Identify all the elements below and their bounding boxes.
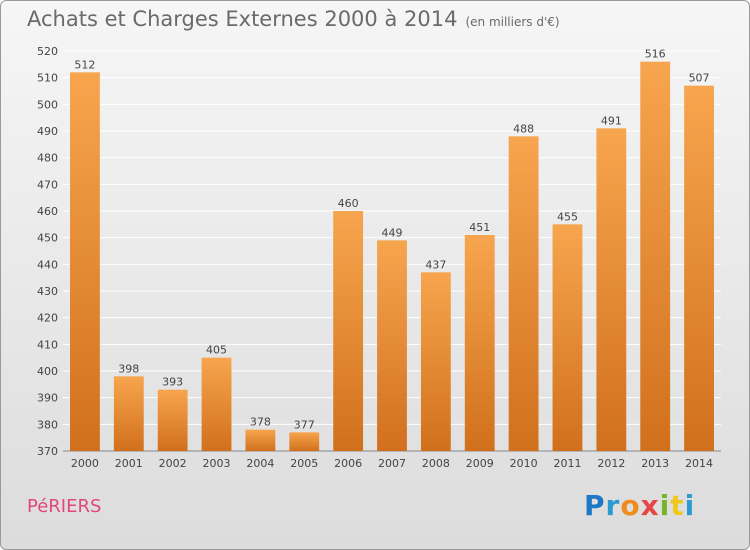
bar-value-label: 398 xyxy=(118,362,139,375)
bar-value-label: 455 xyxy=(557,210,578,223)
x-tick-label: 2000 xyxy=(71,457,99,470)
bar-value-label: 451 xyxy=(469,221,490,234)
commune-name: PéRIERS xyxy=(27,496,102,517)
bar xyxy=(245,429,276,451)
x-tick-label: 2005 xyxy=(290,457,318,470)
bar xyxy=(420,272,451,451)
y-tick-label: 510 xyxy=(37,72,58,85)
x-tick-label: 2008 xyxy=(422,457,450,470)
bar-value-label: 405 xyxy=(206,344,227,357)
bar-value-label: 377 xyxy=(294,418,315,431)
x-tick-label: 2012 xyxy=(597,457,625,470)
x-tick-label: 2014 xyxy=(685,457,713,470)
bar-value-label: 449 xyxy=(382,226,403,239)
y-tick-label: 520 xyxy=(37,45,58,58)
x-tick-label: 2007 xyxy=(378,457,406,470)
x-tick-label: 2003 xyxy=(203,457,231,470)
y-tick-label: 500 xyxy=(37,98,58,111)
labels: 370 380 390 400 410 420 430 440 450 460 470 480 490 5… xyxy=(37,45,713,470)
bar-value-label: 437 xyxy=(425,258,446,271)
logo-letter: P xyxy=(584,489,606,522)
logo-letter: o xyxy=(620,489,641,522)
logo-letter: i xyxy=(684,489,696,522)
x-tick-label: 2002 xyxy=(159,457,187,470)
bar-value-label: 512 xyxy=(74,58,95,71)
bar xyxy=(333,211,364,451)
x-tick-label: 2011 xyxy=(553,457,581,470)
bars xyxy=(70,61,714,452)
logo-letter: t xyxy=(670,489,685,522)
bar xyxy=(596,128,627,451)
bar-value-label: 393 xyxy=(162,376,183,389)
bar xyxy=(70,72,100,451)
logo-letter: x xyxy=(640,489,660,522)
y-tick-label: 460 xyxy=(37,205,58,218)
y-tick-label: 370 xyxy=(37,445,58,458)
bar-value-label: 516 xyxy=(645,48,666,61)
logo-letter: r xyxy=(605,489,621,522)
bar xyxy=(157,389,188,451)
bar xyxy=(464,235,495,451)
x-tick-label: 2004 xyxy=(246,457,274,470)
x-tick-label: 2009 xyxy=(466,457,494,470)
bar xyxy=(684,85,714,452)
y-tick-label: 430 xyxy=(37,285,58,298)
y-tick-label: 470 xyxy=(37,178,58,191)
chart-title-block: Achats et Charges Externes 2000 à 2014 (e… xyxy=(27,7,560,31)
bar-value-label: 378 xyxy=(250,416,271,429)
bar xyxy=(377,240,407,451)
bar-value-label: 507 xyxy=(689,72,710,85)
chart-unit-note: (en milliers d'€) xyxy=(465,15,560,29)
y-tick-label: 440 xyxy=(37,258,58,271)
bar-value-label: 460 xyxy=(338,197,359,210)
y-tick-label: 410 xyxy=(37,338,58,351)
bar xyxy=(552,224,583,451)
bar xyxy=(508,136,539,452)
y-tick-label: 390 xyxy=(37,392,58,405)
x-tick-label: 2001 xyxy=(115,457,143,470)
y-tick-label: 420 xyxy=(37,312,58,325)
chart-title: Achats et Charges Externes 2000 à 2014 xyxy=(27,7,458,31)
bar xyxy=(640,61,671,452)
y-tick-label: 480 xyxy=(37,152,58,165)
logo-letter: i xyxy=(659,489,671,522)
proxiti-logo: Proxiti xyxy=(584,489,695,522)
x-tick-label: 2006 xyxy=(334,457,362,470)
y-tick-label: 450 xyxy=(37,232,58,245)
x-tick-label: 2013 xyxy=(641,457,669,470)
bar-value-label: 491 xyxy=(601,114,622,127)
bar xyxy=(113,376,144,451)
bar-value-label: 488 xyxy=(513,122,534,135)
x-tick-label: 2010 xyxy=(510,457,538,470)
y-tick-label: 490 xyxy=(37,125,58,138)
y-tick-label: 400 xyxy=(37,365,58,378)
bar xyxy=(289,432,320,451)
y-tick-label: 380 xyxy=(37,418,58,431)
bar xyxy=(201,357,232,451)
